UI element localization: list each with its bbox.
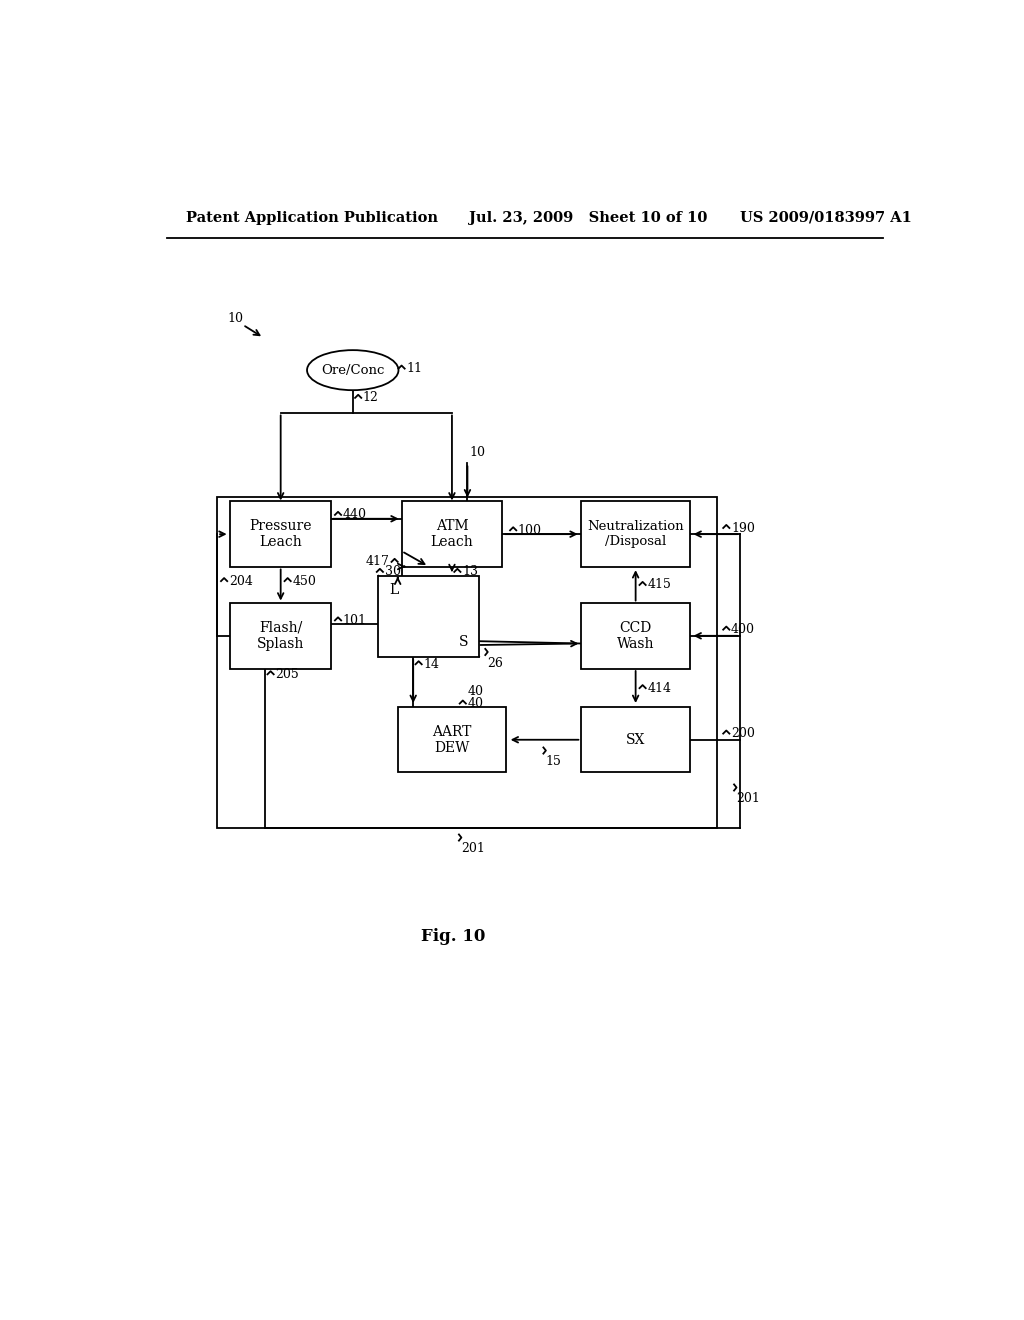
Text: 414: 414 [647,681,672,694]
Text: 10: 10 [227,312,244,325]
Text: US 2009/0183997 A1: US 2009/0183997 A1 [740,211,912,224]
Bar [401,502,503,566]
Text: Neutralization
/Disposal: Neutralization /Disposal [588,520,684,548]
Bar [378,576,479,656]
Text: S: S [459,635,468,649]
Text: ATM
Leach: ATM Leach [430,519,473,549]
Text: Flash/
Splash: Flash/ Splash [257,620,304,651]
Text: 26: 26 [487,656,504,669]
Ellipse shape [307,350,398,391]
Bar [217,498,717,829]
Text: CCD
Wash: CCD Wash [616,620,654,651]
Text: 30: 30 [385,565,400,578]
Text: 101: 101 [343,614,367,627]
Text: Jul. 23, 2009   Sheet 10 of 10: Jul. 23, 2009 Sheet 10 of 10 [469,211,708,224]
Bar [230,502,331,566]
Text: 201: 201 [461,842,485,855]
Text: 200: 200 [731,727,755,741]
Text: SX: SX [626,733,645,747]
Bar [230,603,331,668]
Text: Ore/Conc: Ore/Conc [322,363,384,376]
Bar [582,502,690,566]
Bar [582,708,690,772]
Text: 10: 10 [469,446,485,459]
Text: 100: 100 [518,524,542,537]
Text: 40: 40 [467,685,483,698]
Text: 205: 205 [275,668,299,681]
Text: AART
DEW: AART DEW [432,725,472,755]
Bar [582,603,690,668]
Text: 204: 204 [228,574,253,587]
Text: 15: 15 [546,755,561,768]
Text: 40: 40 [467,697,483,710]
Text: 415: 415 [647,578,671,591]
Text: 12: 12 [362,391,379,404]
Text: 400: 400 [731,623,755,636]
Text: 450: 450 [292,574,316,587]
Text: Patent Application Publication: Patent Application Publication [186,211,438,224]
Text: 201: 201 [736,792,760,805]
Text: L: L [389,583,398,598]
Bar [397,708,506,772]
Text: Pressure
Leach: Pressure Leach [250,519,312,549]
Text: 190: 190 [731,521,755,535]
Text: 11: 11 [407,362,422,375]
Text: 13: 13 [462,565,478,578]
Text: Fig. 10: Fig. 10 [421,928,485,945]
Text: 417: 417 [366,556,390,569]
Text: 440: 440 [343,508,367,521]
Text: 14: 14 [423,657,439,671]
